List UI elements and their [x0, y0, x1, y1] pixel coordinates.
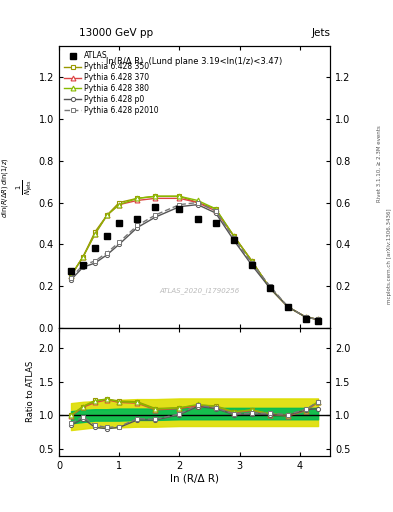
Text: Jets: Jets [311, 28, 330, 38]
Text: ln(R/Δ R)  (Lund plane 3.19<ln(1/z)<3.47): ln(R/Δ R) (Lund plane 3.19<ln(1/z)<3.47) [107, 57, 283, 67]
Text: ATLAS_2020_I1790256: ATLAS_2020_I1790256 [160, 288, 240, 294]
Y-axis label: $\frac{d^2 N_{\mathrm{emissions}}}{d\ln(R/\Delta R)\,d\ln(1/z)}$
$\frac{1}{N_{\m: $\frac{d^2 N_{\mathrm{emissions}}}{d\ln(… [0, 156, 35, 218]
Y-axis label: Ratio to ATLAS: Ratio to ATLAS [26, 361, 35, 422]
Text: 13000 GeV pp: 13000 GeV pp [79, 28, 153, 38]
Text: Rivet 3.1.10, ≥ 2.3M events: Rivet 3.1.10, ≥ 2.3M events [377, 125, 382, 202]
Text: mcplots.cern.ch [arXiv:1306.3436]: mcplots.cern.ch [arXiv:1306.3436] [387, 208, 391, 304]
Legend: ATLAS, Pythia 6.428 350, Pythia 6.428 370, Pythia 6.428 380, Pythia 6.428 p0, Py: ATLAS, Pythia 6.428 350, Pythia 6.428 37… [63, 50, 160, 117]
X-axis label: ln (R/Δ R): ln (R/Δ R) [170, 473, 219, 483]
